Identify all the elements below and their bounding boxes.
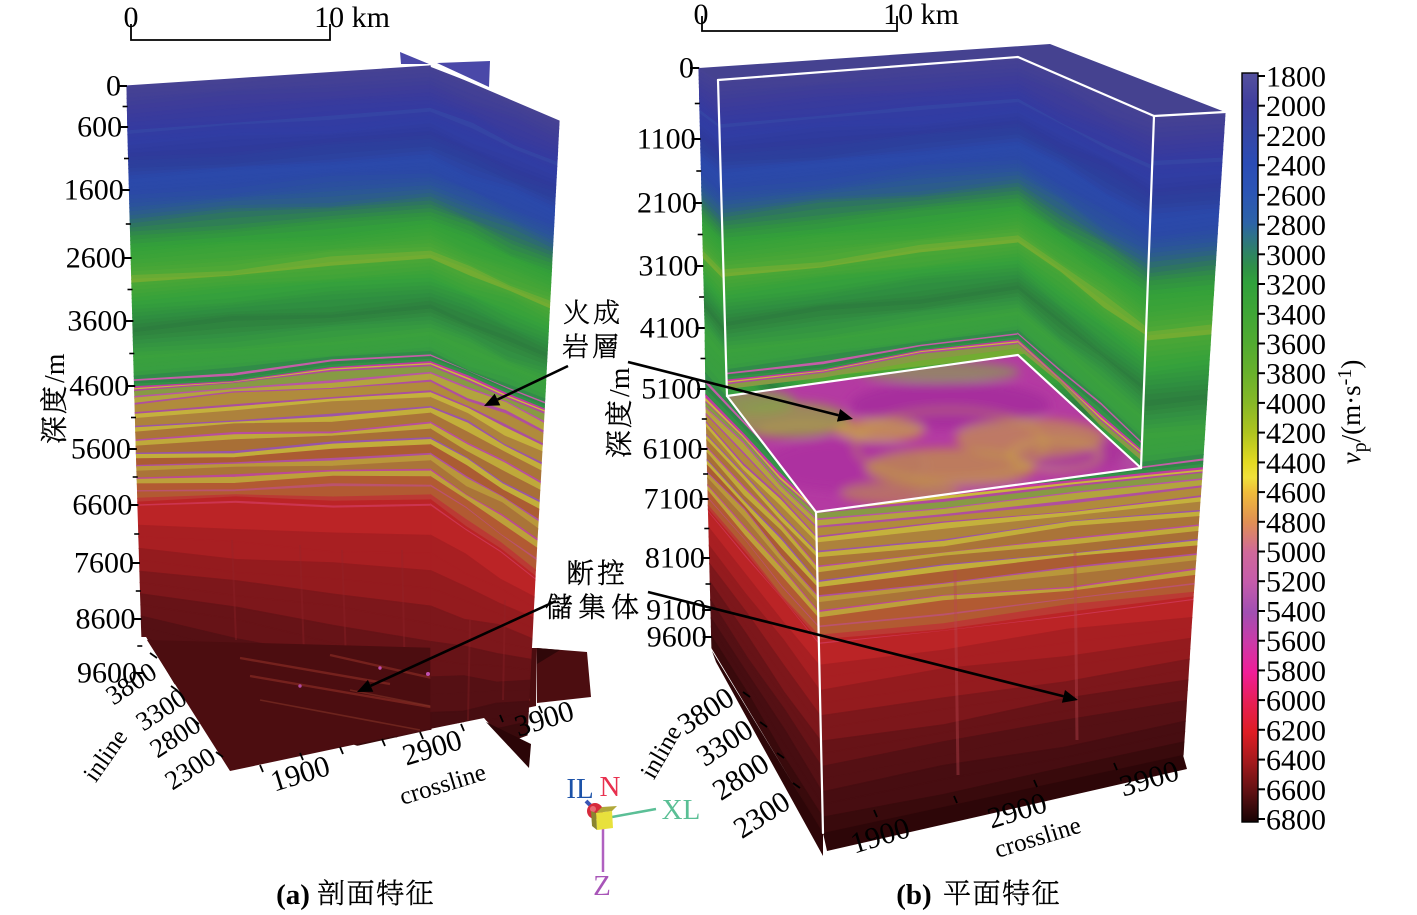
svg-text:600: 600 [77, 111, 122, 144]
svg-text:2000: 2000 [1266, 90, 1326, 123]
svg-text:0: 0 [694, 0, 709, 31]
svg-text:4200: 4200 [1266, 417, 1326, 450]
svg-text:7100: 7100 [644, 483, 704, 516]
svg-text:IL: IL [566, 773, 593, 805]
svg-text:3600: 3600 [1266, 328, 1326, 361]
svg-text:6100: 6100 [643, 433, 703, 466]
svg-text:4600: 4600 [1266, 477, 1326, 510]
svg-text:2400: 2400 [1266, 150, 1326, 183]
svg-text:/m: /m [605, 367, 636, 397]
svg-text:4400: 4400 [1266, 447, 1326, 480]
svg-text:3600: 3600 [67, 305, 127, 338]
svg-text:5600: 5600 [1266, 625, 1326, 658]
svg-text:8100: 8100 [645, 542, 705, 575]
svg-text:4800: 4800 [1266, 506, 1326, 539]
svg-text:2800: 2800 [1266, 209, 1326, 242]
svg-text:6200: 6200 [1266, 714, 1326, 747]
svg-text:5800: 5800 [1266, 655, 1326, 688]
svg-text:(b): (b) [896, 879, 931, 911]
svg-text:1800: 1800 [1266, 61, 1326, 94]
svg-text:4600: 4600 [69, 370, 129, 403]
svg-text:XL: XL [662, 794, 701, 826]
svg-text:2600: 2600 [66, 242, 126, 275]
svg-text:3400: 3400 [1266, 298, 1326, 331]
svg-text:8600: 8600 [76, 603, 136, 636]
svg-text:1600: 1600 [64, 174, 124, 207]
svg-text:Z: Z [593, 870, 611, 902]
svg-text:0: 0 [679, 52, 694, 85]
svg-text:(a): (a) [276, 879, 310, 911]
svg-text:7600: 7600 [74, 547, 134, 580]
svg-text:1100: 1100 [637, 123, 696, 156]
svg-text:10 km: 10 km [314, 1, 390, 34]
svg-text:10 km: 10 km [883, 0, 959, 31]
svg-text:N: N [600, 771, 621, 803]
svg-text:6600: 6600 [1266, 774, 1326, 807]
svg-text:2100: 2100 [637, 187, 697, 220]
svg-text:6600: 6600 [72, 489, 132, 522]
svg-text:2600: 2600 [1266, 179, 1326, 212]
svg-text:6800: 6800 [1266, 804, 1326, 837]
svg-text:9600: 9600 [647, 621, 707, 654]
svg-text:5400: 5400 [1266, 596, 1326, 629]
svg-text:6400: 6400 [1266, 744, 1326, 777]
svg-text:5200: 5200 [1266, 566, 1326, 599]
svg-text:4100: 4100 [640, 312, 700, 345]
svg-text:3100: 3100 [638, 250, 698, 283]
svg-text:5000: 5000 [1266, 536, 1326, 569]
svg-text:vp/(m·s-1): vp/(m·s-1) [1334, 360, 1371, 465]
svg-text:/m: /m [40, 353, 71, 383]
svg-text:3800: 3800 [1266, 358, 1326, 391]
svg-text:4000: 4000 [1266, 387, 1326, 420]
svg-text:6000: 6000 [1266, 685, 1326, 718]
svg-text:0: 0 [124, 1, 139, 34]
svg-text:3200: 3200 [1266, 269, 1326, 302]
svg-text:9600: 9600 [77, 657, 137, 690]
svg-text:0: 0 [106, 70, 121, 103]
svg-text:3000: 3000 [1266, 239, 1326, 272]
svg-text:5600: 5600 [71, 433, 131, 466]
svg-text:2200: 2200 [1266, 120, 1326, 153]
